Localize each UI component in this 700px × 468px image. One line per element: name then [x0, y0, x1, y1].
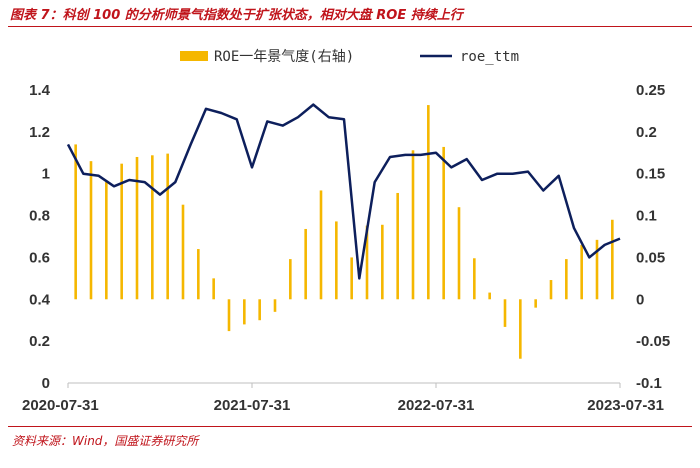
bar	[197, 249, 200, 300]
bar	[503, 299, 507, 327]
bar	[457, 207, 461, 300]
left-axis-tick-label: 0	[42, 375, 50, 392]
bar	[442, 146, 445, 300]
bar	[473, 258, 476, 300]
chart-title: 图表 7：科创 100 的分析师景气指数处于扩张状态，相对大盘 ROE 持续上行	[10, 8, 463, 23]
bar	[365, 225, 369, 300]
bar	[243, 299, 246, 325]
bar	[89, 161, 93, 300]
legend-line-label: roe_ttm	[460, 49, 519, 65]
left-axis-tick-label: 1.4	[29, 82, 51, 99]
bar	[105, 182, 108, 300]
bar	[335, 221, 338, 300]
bar	[519, 299, 522, 359]
bar	[181, 204, 185, 300]
bar	[534, 299, 537, 308]
x-tick-label: 2023-07-31	[587, 397, 664, 414]
bar	[319, 190, 323, 300]
bar	[427, 105, 430, 300]
bar	[74, 144, 77, 300]
bar	[580, 244, 583, 300]
title-bar: 图表 7：科创 100 的分析师景气指数处于扩张状态，相对大盘 ROE 持续上行	[8, 0, 692, 27]
x-tick-label: 2022-07-31	[398, 397, 475, 414]
bar	[611, 219, 614, 300]
bar	[488, 292, 491, 300]
left-axis-tick-label: 0.8	[29, 208, 50, 225]
bar	[396, 192, 399, 300]
right-axis-tick-label: 0.25	[636, 82, 665, 99]
source-note: 资料来源：Wind，国盛证券研究所	[12, 434, 199, 448]
right-axis-tick-label: 0.05	[636, 249, 665, 266]
bar	[595, 239, 599, 300]
bar	[166, 153, 169, 300]
bar	[350, 257, 353, 300]
left-axis-tick-label: 0.6	[29, 249, 50, 266]
bar	[151, 155, 154, 300]
right-axis-tick-label: -0.05	[636, 333, 670, 350]
bar-series	[74, 105, 614, 359]
line-series	[66, 103, 621, 280]
left-axis-tick-label: 0.2	[29, 333, 50, 350]
x-tick-label: 2020-07-31	[22, 397, 99, 414]
right-axis-tick-label: 0.1	[636, 208, 657, 225]
bar	[549, 280, 553, 300]
right-axis-tick-label: 0.2	[636, 124, 657, 141]
bar	[120, 163, 123, 300]
bar	[258, 299, 261, 321]
right-axis-tick-label: 0.15	[636, 166, 665, 183]
right-axis-tick-label: -0.1	[636, 375, 662, 392]
bar	[565, 259, 568, 300]
bar	[212, 278, 215, 300]
legend: ROE一年景气度(右轴) roe_ttm	[180, 49, 519, 65]
bar	[227, 299, 231, 332]
right-axis-tick-label: 0	[636, 291, 644, 308]
bar	[411, 150, 415, 300]
axes: 2020-07-31 2021-07-31 2022-07-31 2023-07-31…	[22, 82, 670, 414]
legend-bar-swatch	[180, 51, 208, 61]
left-axis-tick-label: 1	[42, 166, 50, 183]
bar	[273, 299, 277, 312]
left-axis-tick-label: 1.2	[29, 124, 50, 141]
bar	[304, 228, 307, 300]
x-tick-label: 2021-07-31	[214, 397, 291, 414]
bar	[135, 156, 139, 300]
source-divider	[8, 426, 692, 427]
left-axis-tick-label: 0.4	[29, 291, 51, 308]
bar	[289, 259, 292, 300]
legend-bar-label: ROE一年景气度(右轴)	[214, 49, 354, 65]
bar	[381, 224, 384, 300]
roe-ttm-line	[66, 103, 621, 280]
